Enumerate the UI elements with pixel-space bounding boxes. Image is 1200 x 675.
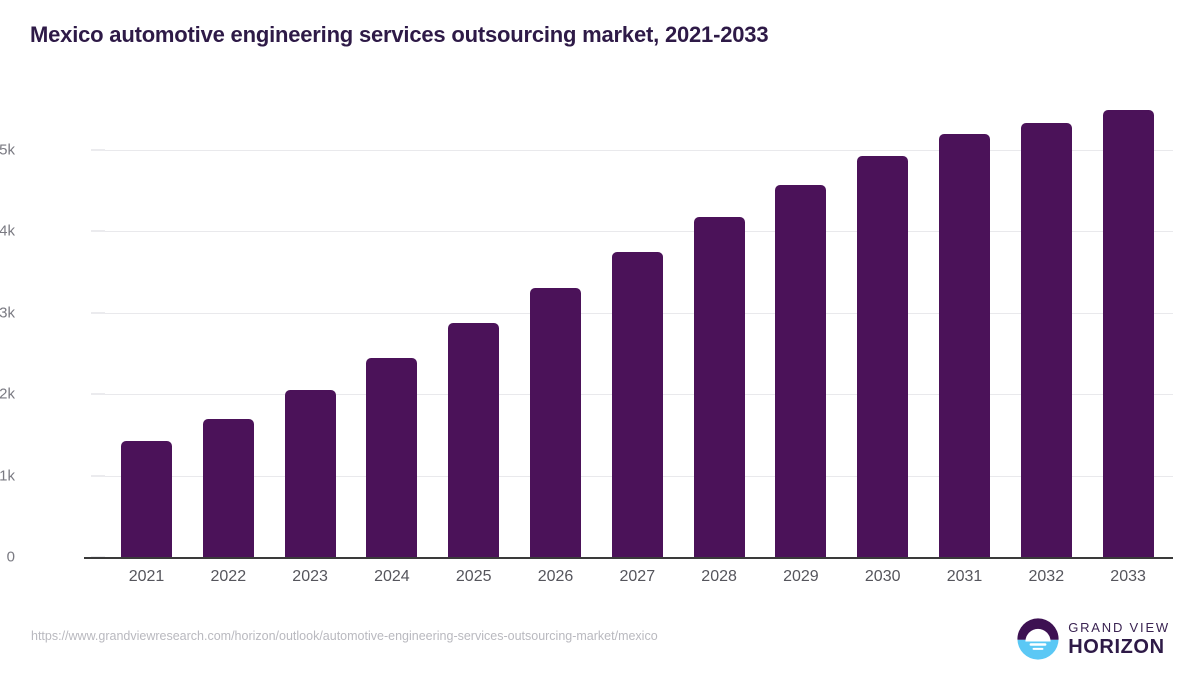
logo-text-top: GRAND VIEW [1068,620,1170,635]
bar[interactable] [775,185,827,557]
y-tick-mark [91,230,105,232]
bar[interactable] [693,216,745,557]
bar[interactable] [611,251,663,557]
x-tick-label: 2029 [783,568,819,585]
bar[interactable] [202,418,254,557]
bar[interactable] [121,440,172,557]
y-tick-mark [91,475,105,477]
y-tick-label: 0 [6,548,15,566]
bar[interactable] [530,288,581,557]
page-title: Mexico automotive engineering services o… [30,22,769,47]
plot-area [84,110,1173,559]
gridline [105,231,1173,233]
y-tick-label: 5k [0,141,15,159]
source-url: https://www.grandviewresearch.com/horizo… [31,629,658,643]
x-tick-label: 2026 [537,568,574,585]
bar[interactable] [939,133,990,557]
bar[interactable] [1102,110,1154,557]
gridline [105,150,1173,151]
x-tick-label: 2021 [128,568,165,585]
x-tick-label: 2031 [946,568,983,585]
y-tick-label: 2k [0,385,15,403]
logo-text-bottom: HORIZON [1068,636,1165,658]
y-tick-label: 3k [0,304,15,322]
x-tick-label: 2032 [1028,568,1065,585]
bar[interactable] [448,323,500,557]
x-tick-label: 2033 [1110,568,1146,585]
y-tick-mark [91,149,105,151]
x-axis-line [84,557,1173,559]
x-tick-label: 2022 [210,568,247,585]
bar[interactable] [366,358,418,557]
x-tick-label: 2025 [455,568,492,585]
y-tick-mark [91,312,105,314]
x-tick-label: 2028 [701,568,737,585]
bar[interactable] [857,155,909,557]
y-tick-mark [91,393,105,395]
y-tick-label: 4k [0,222,15,240]
bar[interactable] [284,390,336,557]
x-tick-label: 2030 [864,568,901,585]
x-tick-label: 2023 [292,568,328,585]
y-tick-label: 1k [0,467,15,485]
x-tick-label: 2027 [619,568,656,585]
bar[interactable] [1020,123,1072,557]
grand-view-horizon-logo: GRAND VIEW HORIZON [1017,618,1170,660]
x-tick-label: 2024 [374,568,410,585]
horizon-logo-icon [1017,618,1059,660]
logo-text: GRAND VIEW HORIZON [1068,621,1170,657]
